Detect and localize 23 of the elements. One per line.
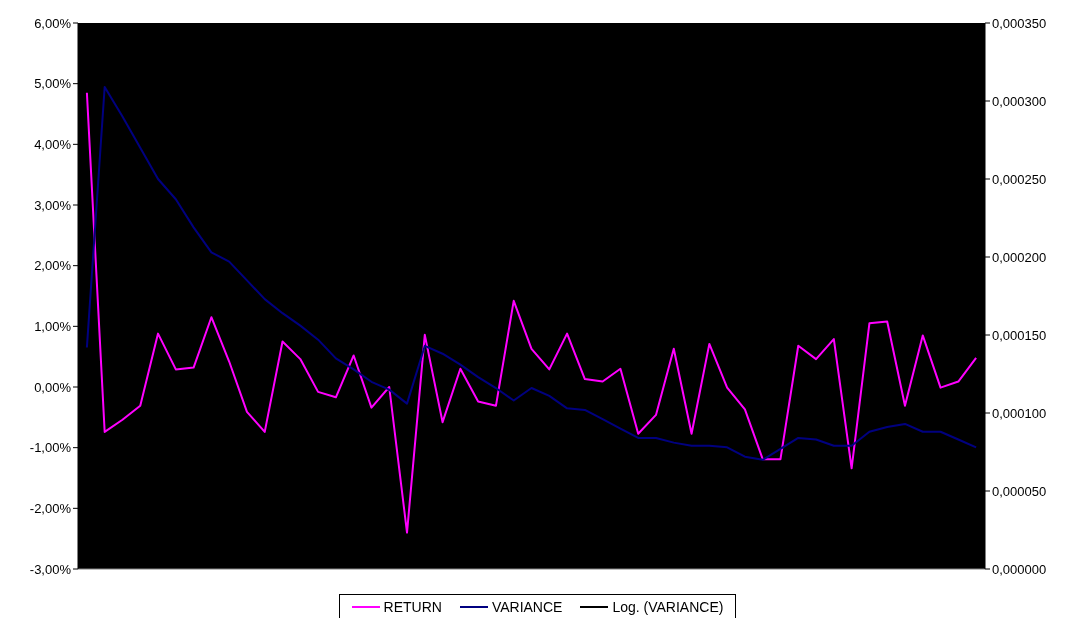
y-tick-label: 6,00%: [34, 15, 72, 31]
legend-label: Log. (VARIANCE): [612, 599, 724, 615]
y2-tick-label: 0,000150: [992, 327, 1047, 343]
y2-tick-label: 0,000000: [992, 561, 1047, 577]
y2-tick-label: 0,000350: [992, 15, 1047, 31]
y2-tick-label: 0,000200: [992, 249, 1047, 265]
y2-tick-label: 0,000050: [992, 483, 1047, 499]
line-series: [85, 85, 978, 461]
y-tick-label: 1,00%: [34, 318, 72, 334]
y-tick-label: -1,00%: [29, 440, 72, 456]
y-tick-label: 2,00%: [34, 258, 72, 274]
y-tick-label: -3,00%: [29, 561, 72, 577]
y2-tick-label: 0,000250: [992, 171, 1047, 187]
y-tick-label: 3,00%: [34, 197, 72, 213]
y-tick-label: 0,00%: [34, 379, 72, 395]
legend-label: RETURN: [383, 599, 442, 615]
legend-label: VARIANCE: [491, 599, 563, 615]
line-series: [85, 91, 978, 534]
y-tick-label: 4,00%: [34, 136, 72, 152]
y-tick-label: 5,00%: [34, 76, 72, 92]
y-tick-label: -2,00%: [29, 500, 72, 516]
y2-tick-label: 0,000100: [992, 405, 1047, 421]
y2-tick-label: 0,000300: [992, 93, 1047, 109]
